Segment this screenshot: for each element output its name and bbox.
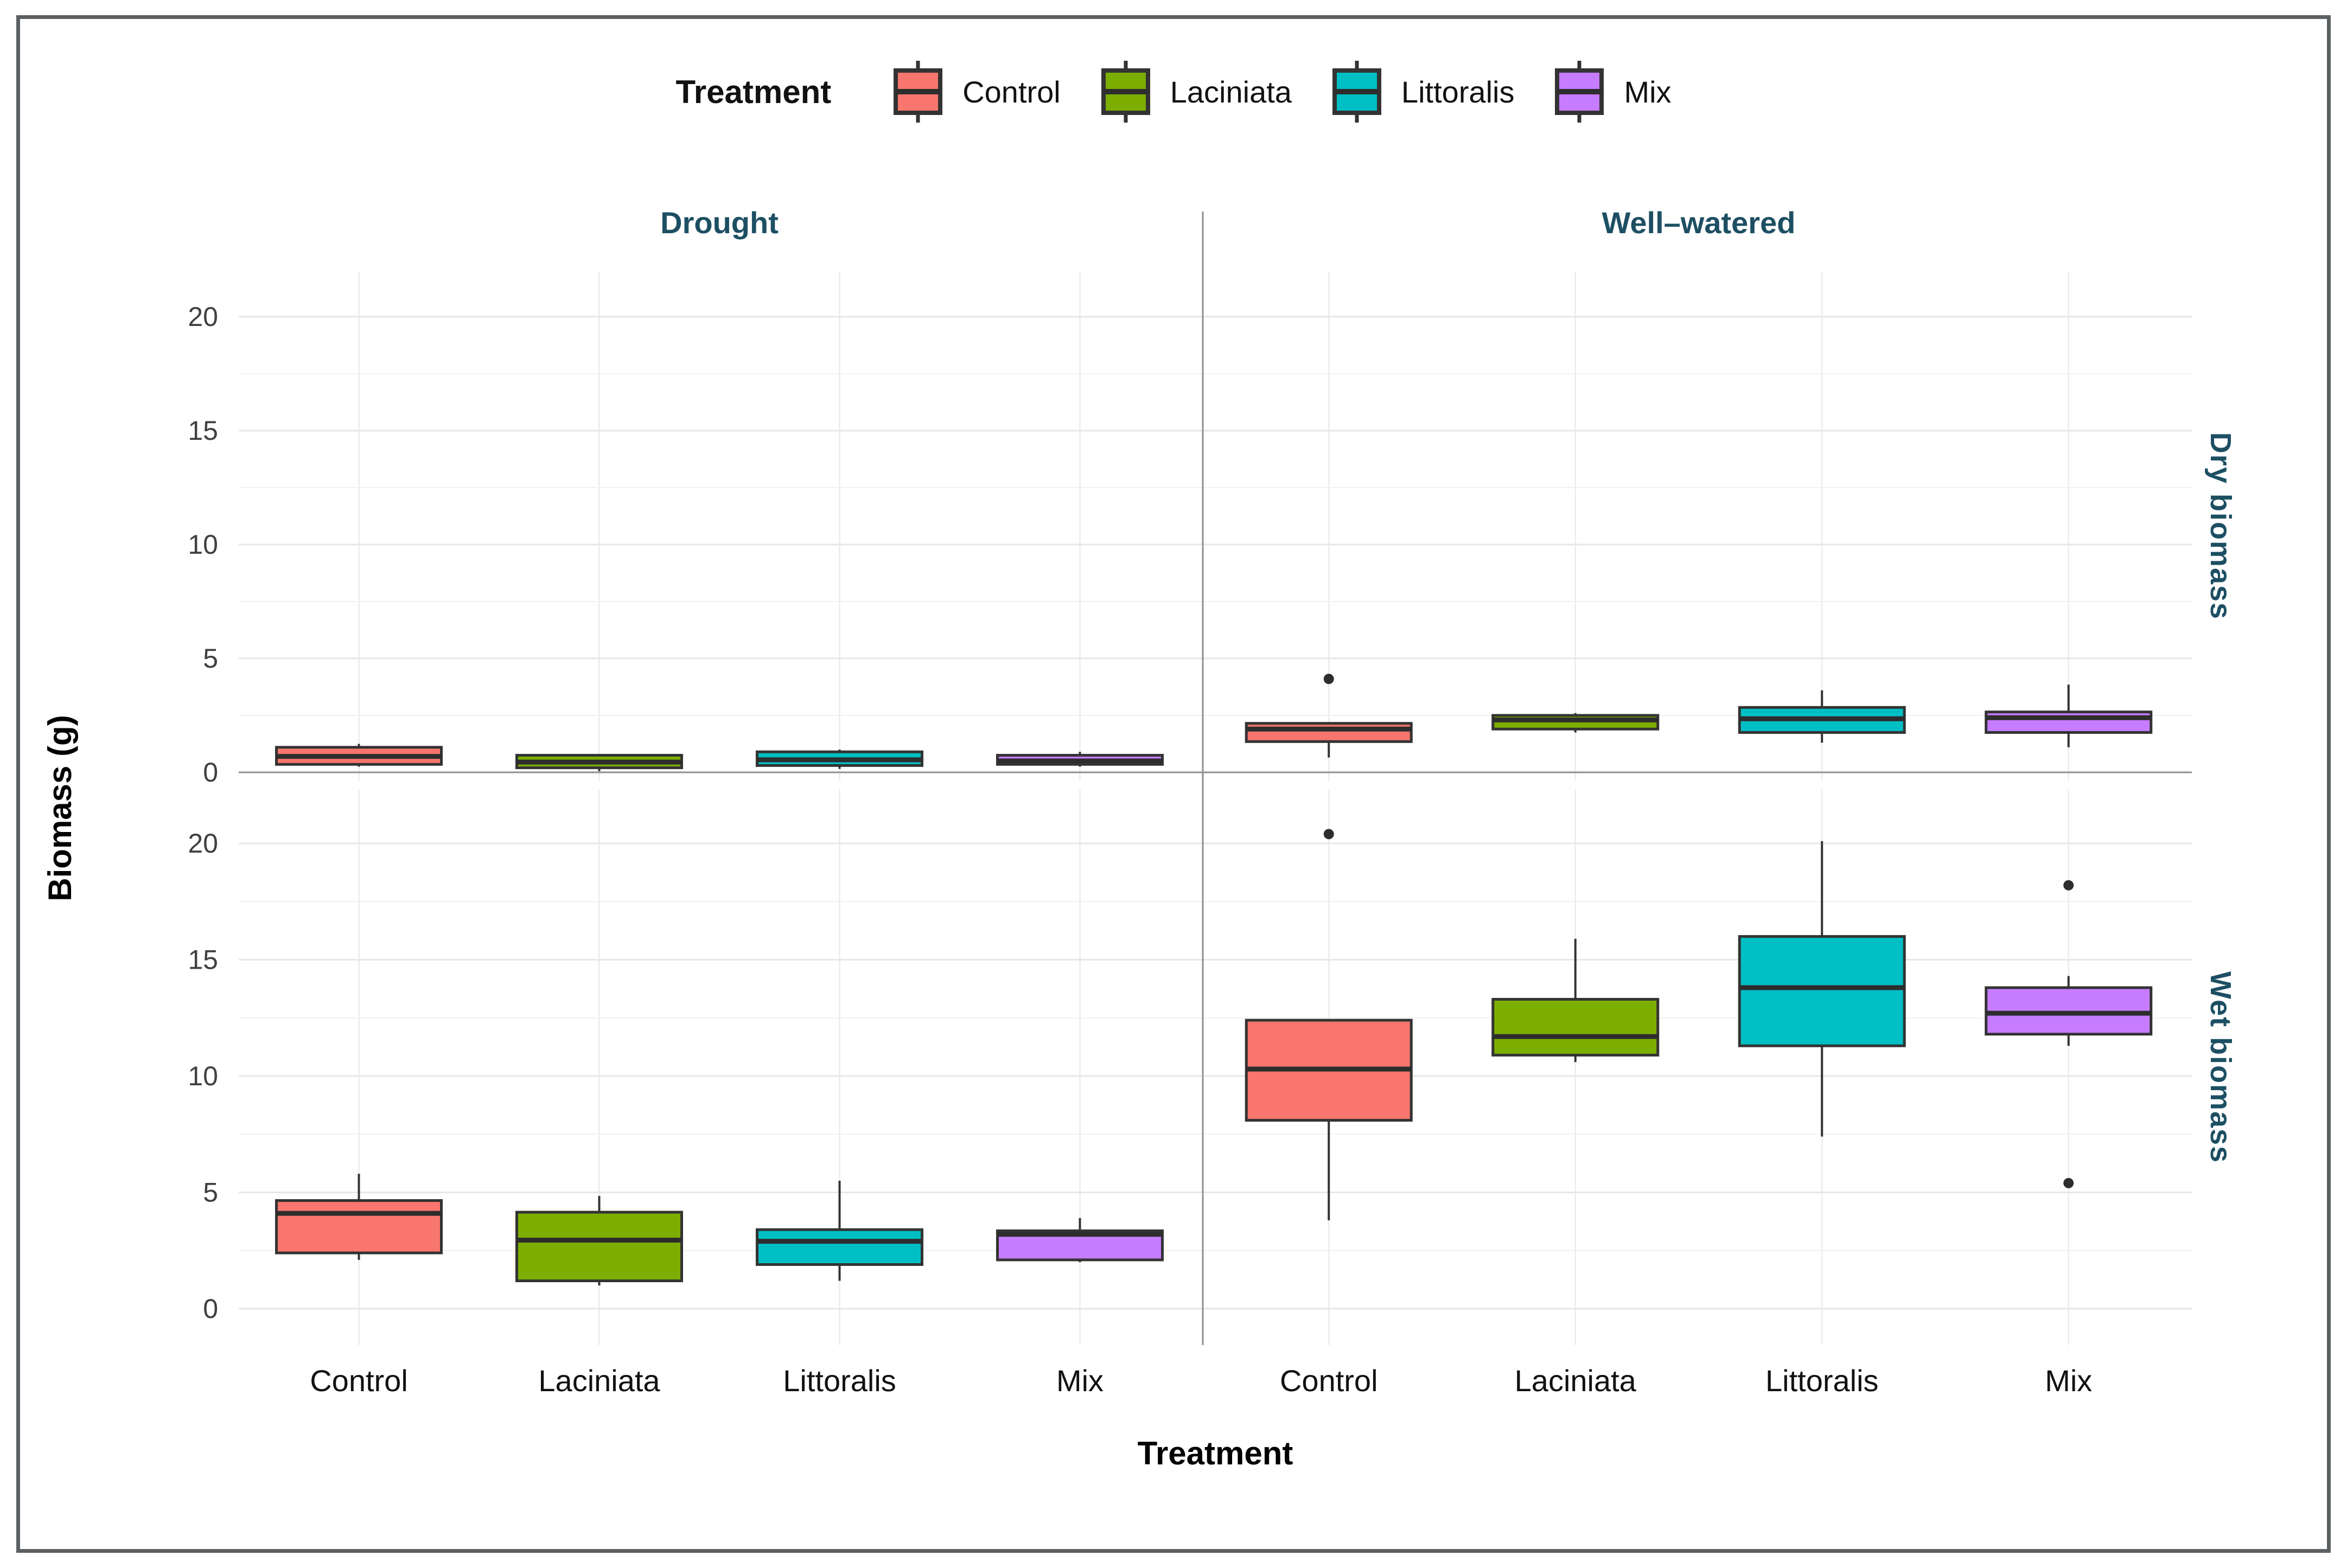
outlier-well-watered-wet-biomass-mix	[2063, 1177, 2074, 1188]
x-tick-label: Littoralis	[783, 1364, 896, 1398]
y-tick-label: 15	[188, 945, 218, 975]
x-tick-label: Littoralis	[1765, 1364, 1879, 1398]
y-tick-label: 5	[203, 1177, 218, 1208]
legend-title: Treatment	[675, 73, 832, 110]
legend-item-laciniata: Laciniata	[1100, 60, 1292, 124]
facet-title-well-watered: Well–watered	[1602, 206, 1796, 240]
facet-title-drought: Drought	[660, 206, 779, 240]
y-tick-label: 15	[188, 415, 218, 446]
legend-item-control: Control	[892, 60, 1061, 124]
facet-strip-wet-biomass: Wet biomass	[2204, 971, 2237, 1164]
legend-label: Laciniata	[1170, 74, 1292, 109]
outlier-well-watered-wet-biomass-mix	[2063, 880, 2074, 891]
y-tick-label: 20	[188, 828, 218, 859]
legend-label: Mix	[1624, 74, 1672, 109]
box-well-watered-dry-biomass-control	[1245, 722, 1413, 743]
box-well-watered-wet-biomass-laciniata	[1491, 997, 1660, 1057]
y-tick-label: 10	[188, 529, 218, 560]
boxplot-key-icon	[1332, 61, 1381, 123]
outlier-well-watered-wet-biomass-control	[1323, 829, 1334, 840]
legend: Treatment Control Laciniata	[0, 60, 2347, 124]
y-tick-label: 20	[188, 302, 218, 332]
y-tick-label: 0	[203, 1294, 218, 1324]
x-tick-label: Mix	[1056, 1364, 1104, 1398]
facet-strip-dry-biomass: Dry biomass	[2204, 432, 2237, 620]
legend-label: Littoralis	[1401, 74, 1515, 109]
x-tick-label: Control	[1280, 1364, 1378, 1398]
box-well-watered-dry-biomass-mix	[1985, 711, 2153, 734]
y-tick-label: 0	[203, 757, 218, 788]
y-tick-label: 5	[203, 643, 218, 674]
boxplot-key-icon	[1101, 61, 1150, 123]
boxplot-key-icon	[894, 61, 943, 123]
outlier-well-watered-dry-biomass-control	[1323, 674, 1334, 684]
x-tick-label: Laciniata	[538, 1364, 660, 1398]
x-tick-label: Control	[310, 1364, 408, 1398]
box-drought-wet-biomass-laciniata	[515, 1211, 683, 1283]
x-tick-label: Mix	[2045, 1364, 2092, 1398]
box-drought-wet-biomass-littoralis	[756, 1228, 923, 1266]
boxplot-key-icon	[1555, 61, 1604, 123]
y-tick-label: 10	[188, 1061, 218, 1091]
box-drought-wet-biomass-control	[275, 1199, 443, 1255]
legend-item-mix: Mix	[1553, 60, 1672, 124]
legend-item-littoralis: Littoralis	[1331, 60, 1515, 124]
x-axis-title: Treatment	[1137, 1435, 1293, 1471]
box-well-watered-wet-biomass-littoralis	[1738, 935, 1906, 1047]
legend-label: Control	[962, 74, 1061, 109]
y-axis-title: Biomass (g)	[42, 715, 78, 901]
x-tick-label: Laciniata	[1515, 1364, 1637, 1398]
